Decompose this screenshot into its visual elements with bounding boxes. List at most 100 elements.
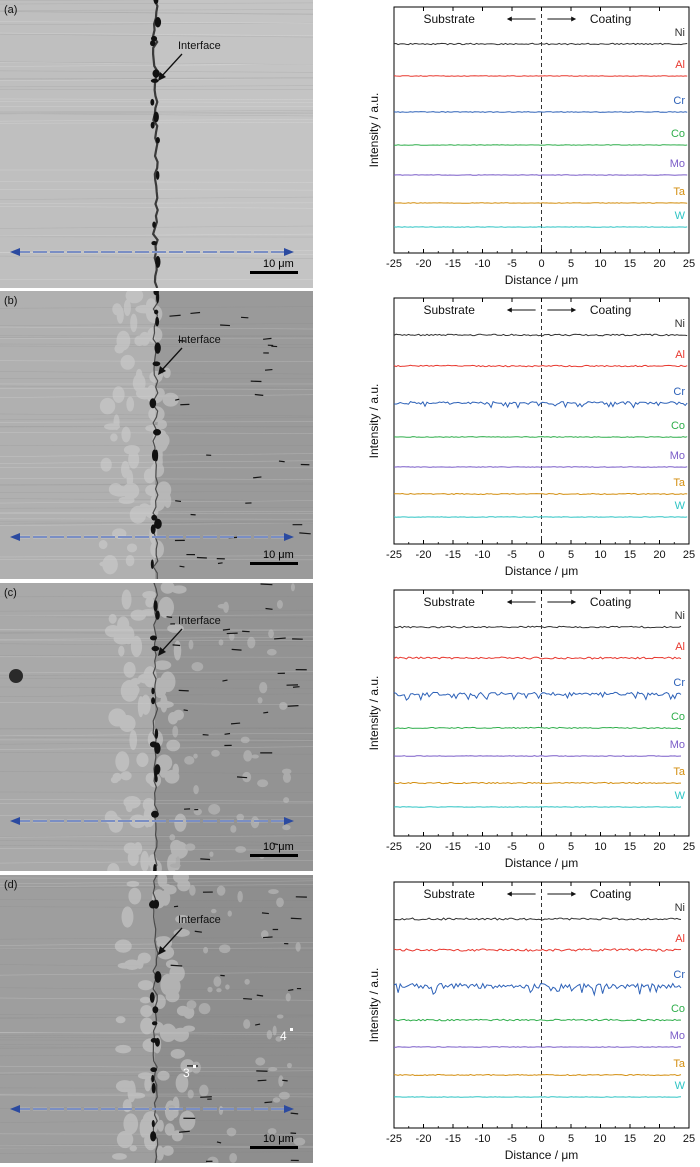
arrow-right-icon (571, 16, 577, 22)
x-axis-label: Distance / μm (505, 564, 579, 578)
series-label-mo: Mo (670, 1030, 685, 1042)
x-tick-label: -10 (475, 841, 491, 853)
coating-label: Coating (590, 887, 631, 901)
arrow-right-icon (571, 891, 577, 897)
series-line-cr (393, 111, 688, 113)
interface-arrow (160, 927, 183, 952)
scale-bar-label: 10 μm (263, 549, 294, 561)
x-tick-label: 25 (683, 841, 695, 853)
x-tick-label: 25 (683, 258, 695, 270)
series-label-ni: Ni (675, 902, 685, 914)
interface-crack (149, 291, 162, 579)
substrate-label: Substrate (424, 12, 476, 26)
coating-label: Coating (590, 595, 631, 609)
series-line-co (393, 726, 682, 730)
scale-bar-label: 10 μm (263, 1133, 294, 1145)
x-tick-label: -10 (475, 258, 491, 270)
x-tick-label: 5 (568, 841, 574, 853)
series-line-ni (393, 625, 682, 629)
arrow-head-icon (158, 946, 166, 955)
x-tick-label: 15 (624, 841, 636, 853)
series-label-cr: Cr (673, 677, 685, 689)
x-tick-label: -5 (507, 841, 517, 853)
series-label-co: Co (671, 128, 685, 140)
line-scan-arrow (10, 817, 294, 825)
interface-arrow (160, 53, 183, 78)
panel-label: (c) (4, 587, 17, 599)
y-axis-label: Intensity / a.u. (367, 384, 381, 459)
series-line-ta (394, 492, 688, 496)
line-scan-arrow (10, 248, 294, 256)
series-line-mo (393, 755, 682, 757)
substrate-label: Substrate (424, 887, 476, 901)
arrow-head-icon (158, 72, 166, 81)
interface-crack (149, 875, 162, 1163)
arrow-right-icon (284, 1105, 294, 1113)
series-label-cr: Cr (673, 969, 685, 981)
series-label-ni: Ni (675, 318, 685, 330)
x-tick-label: -20 (416, 549, 432, 561)
x-tick-label: -10 (475, 1133, 491, 1145)
point-marker-label: 3 (183, 1066, 190, 1080)
series-label-ta: Ta (673, 766, 686, 778)
series-line-ta (393, 781, 681, 785)
series-line-co (393, 1018, 682, 1022)
point-marker (290, 1028, 293, 1031)
series-line-al (393, 364, 688, 368)
x-tick-label: 25 (683, 549, 695, 561)
interface-crack (150, 0, 162, 288)
x-tick-label: 20 (653, 258, 665, 270)
arrow-left-icon (10, 248, 20, 256)
arrow-head-icon (158, 647, 166, 656)
series-label-mo: Mo (670, 739, 685, 751)
x-axis: -25 -20 -15 -10 -5 0 5 10 15 20 25 (386, 298, 695, 561)
series-label-ta: Ta (673, 1058, 686, 1070)
series-label-cr: Cr (673, 386, 685, 398)
line-scan-arrow (10, 1105, 294, 1113)
x-tick-label: -25 (386, 1133, 402, 1145)
series-label-al: Al (675, 349, 685, 361)
x-tick-label: -15 (445, 1133, 461, 1145)
x-tick-label: 5 (568, 258, 574, 270)
x-tick-label: -5 (507, 258, 517, 270)
x-tick-label: -20 (416, 1133, 432, 1145)
x-tick-label: -5 (507, 549, 517, 561)
series-label-co: Co (671, 1003, 685, 1015)
series-line-al (393, 948, 682, 952)
x-tick-label: -15 (445, 549, 461, 561)
series-label-al: Al (675, 59, 685, 71)
substrate-region (0, 0, 155, 288)
x-tick-label: -20 (416, 841, 432, 853)
direction-header: Substrate Coating (424, 12, 632, 26)
series-line-al (393, 75, 688, 77)
direction-header: Substrate Coating (424, 595, 632, 609)
x-tick-label: 5 (568, 549, 574, 561)
series-label-w: W (675, 500, 686, 512)
substrate-label: Substrate (424, 595, 476, 609)
sem-micrograph: (b) Interface 10 μm (0, 291, 313, 579)
series-label-ta: Ta (673, 477, 686, 489)
arrow-head-icon (158, 366, 166, 375)
figure-panel: (c) Interface 10 μm Substrate Coating Ni Al Cr C… (0, 583, 700, 874)
sem-micrograph: (c) Interface 10 μm (0, 583, 313, 871)
series-line-cr (393, 982, 682, 997)
point-marker-label: 4 (280, 1029, 287, 1043)
x-tick-label: 25 (683, 1133, 695, 1145)
interface-label: Interface (178, 334, 221, 346)
x-tick-label: 20 (653, 1133, 665, 1145)
interface-label: Interface (178, 615, 221, 627)
sem-micrograph: (a) Interface 10 μm (0, 0, 313, 288)
line-scan-arrow (10, 533, 294, 541)
x-tick-label: 10 (594, 549, 606, 561)
sem-micrograph: (d) Interface 10 μm 3 4 (0, 875, 313, 1163)
series-label-mo: Mo (670, 158, 685, 170)
series-line-al (393, 656, 682, 660)
series-label-co: Co (671, 711, 685, 723)
x-tick-label: -25 (386, 549, 402, 561)
y-axis-label: Intensity / a.u. (367, 968, 381, 1043)
coating-pores (170, 891, 307, 1162)
panel-label: (d) (4, 879, 17, 891)
x-tick-label: 10 (594, 1133, 606, 1145)
substrate-region (0, 291, 155, 579)
coating-pores (169, 311, 311, 568)
